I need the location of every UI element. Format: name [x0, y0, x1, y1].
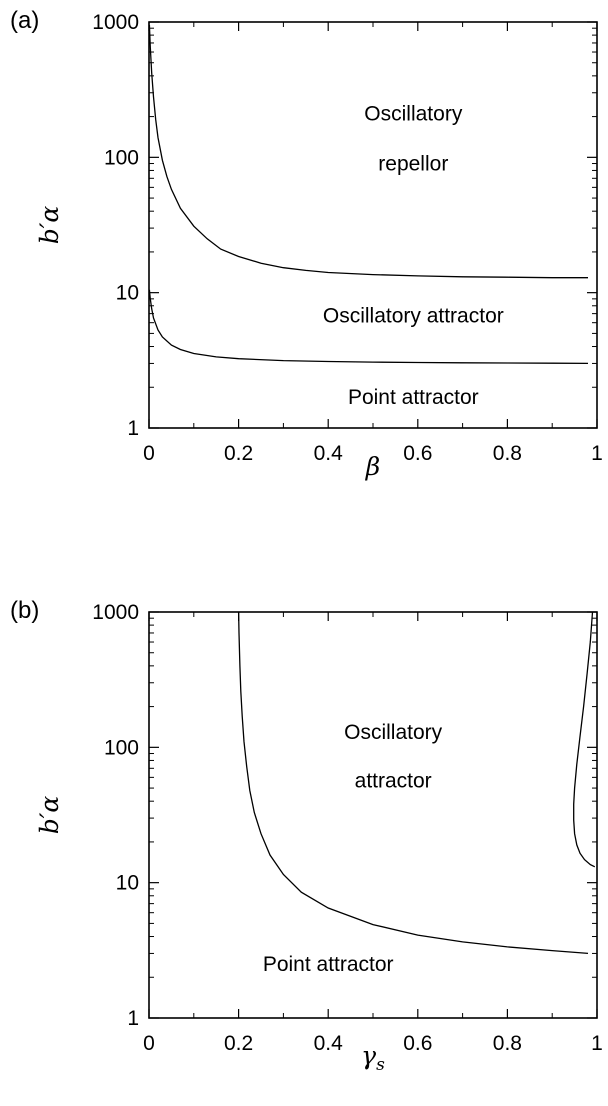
- y-tick-label: 10: [116, 872, 139, 895]
- region-label: Point attractor: [348, 386, 479, 409]
- x-tick-label: 0.8: [493, 1032, 522, 1055]
- x-tick-label: 0.4: [314, 1032, 344, 1055]
- x-tick-label: 1: [591, 1032, 603, 1055]
- boundary-curve-1: [148, 24, 588, 279]
- x-tick-label: 0.6: [403, 442, 432, 465]
- x-tick-label: 0: [143, 1032, 155, 1055]
- boundary-curve-1: [237, 611, 589, 955]
- y-tick-label: 10: [116, 282, 139, 305]
- y-tick-label: 1000: [92, 11, 139, 34]
- y-axis-label: b′α: [35, 796, 64, 835]
- region-label: Oscillatory: [364, 103, 463, 126]
- x-tick-label: 0.2: [224, 1032, 253, 1055]
- x-tick-label: 0.6: [403, 1032, 432, 1055]
- panel-label: (b): [10, 597, 39, 624]
- x-axis-label: γs: [361, 1041, 385, 1075]
- y-tick-label: 100: [104, 736, 139, 759]
- chart-panel-a: 0 0.2 0.4 0.6 0.8 1 1 10 100 1000 Oscillatory repel…: [10, 7, 603, 481]
- y-tick-label: 1: [127, 1007, 139, 1030]
- x-tick-label: 0: [143, 442, 155, 465]
- plot-frame: [148, 21, 598, 429]
- region-label: Point attractor: [263, 953, 394, 976]
- x-tick-label: 0.2: [224, 442, 253, 465]
- y-axis-label: b′α: [35, 206, 64, 245]
- region-label: attractor: [355, 769, 432, 792]
- panel-label: (a): [10, 7, 39, 34]
- x-axis-label: β: [365, 452, 380, 481]
- x-tick-label: 0.8: [493, 442, 522, 465]
- y-tick-label: 1000: [92, 601, 139, 624]
- chart-panel-b: 0 0.2 0.4 0.6 0.8 1 1 10 100 1000 Oscillatory attra…: [10, 597, 603, 1075]
- x-tick-label: 1: [591, 442, 603, 465]
- x-tick-label: 0.4: [314, 442, 344, 465]
- region-label: Oscillatory attractor: [323, 304, 504, 327]
- y-tick-label: 100: [104, 146, 139, 169]
- y-tick-label: 1: [127, 417, 139, 440]
- boundary-curve-2: [573, 611, 596, 868]
- region-label: Oscillatory: [344, 721, 443, 744]
- region-label: repellor: [378, 153, 448, 176]
- boundary-curve-2: [148, 289, 589, 365]
